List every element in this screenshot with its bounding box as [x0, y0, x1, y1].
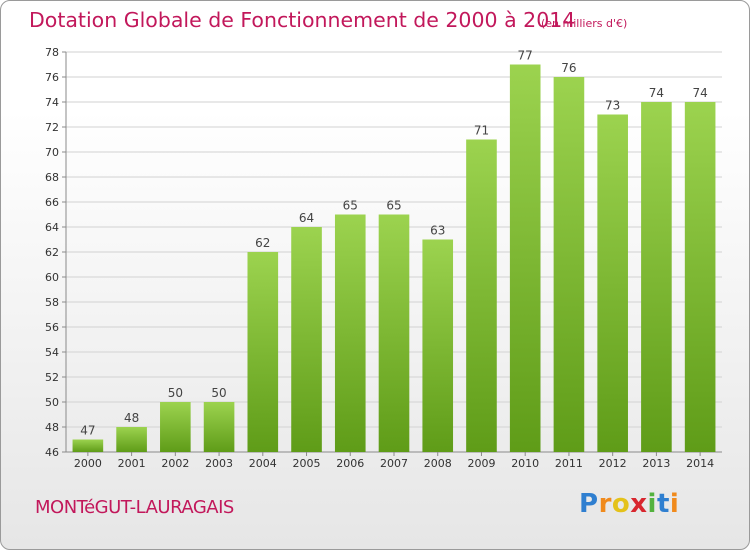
x-tick-label: 2011 — [555, 457, 583, 470]
data-label: 64 — [299, 211, 314, 225]
town-name: MONTéGUT-LAURAGAIS — [35, 497, 234, 518]
logo-letter: i — [669, 489, 680, 519]
bar — [247, 252, 279, 452]
bar — [597, 114, 628, 452]
bar — [553, 77, 585, 452]
y-tick-label: 62 — [45, 246, 59, 259]
y-tick-label: 72 — [45, 121, 59, 134]
data-label: 76 — [561, 61, 576, 75]
bar — [116, 427, 147, 452]
bar — [422, 239, 454, 452]
x-tick-label: 2014 — [686, 457, 714, 470]
chart-subtitle: (en milliers d'€) — [541, 17, 628, 30]
y-tick-label: 70 — [45, 146, 59, 159]
y-tick-label: 60 — [45, 271, 59, 284]
y-tick-label: 52 — [45, 371, 59, 384]
logo-letter: x — [630, 489, 648, 519]
bar — [203, 402, 235, 452]
data-label: 50 — [211, 386, 226, 400]
y-tick-label: 78 — [45, 46, 59, 59]
chart-title: Dotation Globale de Fonctionnement de 20… — [29, 8, 576, 32]
y-tick-label: 50 — [45, 396, 59, 409]
bar — [684, 102, 716, 452]
y-tick-label: 46 — [45, 446, 59, 459]
logo-letter: o — [611, 489, 631, 519]
data-label: 50 — [168, 386, 183, 400]
x-tick-label: 2008 — [424, 457, 452, 470]
data-label: 73 — [605, 99, 620, 113]
y-tick-label: 74 — [45, 96, 59, 109]
x-tick-label: 2012 — [599, 457, 627, 470]
logo-letter: P — [579, 489, 599, 519]
x-tick-label: 2010 — [511, 457, 539, 470]
bar — [160, 402, 191, 452]
logo-letter: r — [598, 489, 612, 519]
x-tick-label: 2004 — [249, 457, 277, 470]
data-label: 65 — [386, 199, 401, 213]
logo-letter: i — [647, 489, 657, 519]
data-label: 77 — [518, 49, 533, 63]
x-tick-label: 2002 — [161, 457, 189, 470]
x-tick-label: 2000 — [74, 457, 102, 470]
x-tick-label: 2007 — [380, 457, 408, 470]
data-label: 71 — [474, 124, 489, 138]
bar — [291, 227, 322, 452]
bar — [641, 102, 672, 452]
y-tick-label: 76 — [45, 71, 59, 84]
bar — [466, 139, 497, 452]
bar — [378, 214, 410, 452]
data-label: 48 — [124, 411, 139, 425]
y-tick-label: 58 — [45, 296, 59, 309]
x-tick-label: 2003 — [205, 457, 233, 470]
data-label: 65 — [343, 199, 358, 213]
y-tick-label: 66 — [45, 196, 59, 209]
x-tick-label: 2001 — [118, 457, 146, 470]
bar — [72, 439, 104, 452]
y-tick-label: 64 — [45, 221, 59, 234]
bar — [509, 64, 541, 452]
x-tick-label: 2005 — [293, 457, 321, 470]
data-label: 74 — [649, 86, 664, 100]
y-tick-label: 54 — [45, 346, 59, 359]
bar — [334, 214, 366, 452]
proxiti-logo: Proxiti — [579, 489, 679, 519]
y-tick-label: 68 — [45, 171, 59, 184]
data-label: 63 — [430, 224, 445, 238]
y-tick-label: 48 — [45, 421, 59, 434]
y-tick-label: 56 — [45, 321, 59, 334]
data-label: 47 — [80, 424, 95, 438]
x-tick-label: 2013 — [642, 457, 670, 470]
x-tick-label: 2009 — [467, 457, 495, 470]
data-label: 74 — [692, 86, 707, 100]
x-tick-label: 2006 — [336, 457, 364, 470]
data-label: 62 — [255, 236, 270, 250]
logo-letter: t — [656, 489, 670, 519]
